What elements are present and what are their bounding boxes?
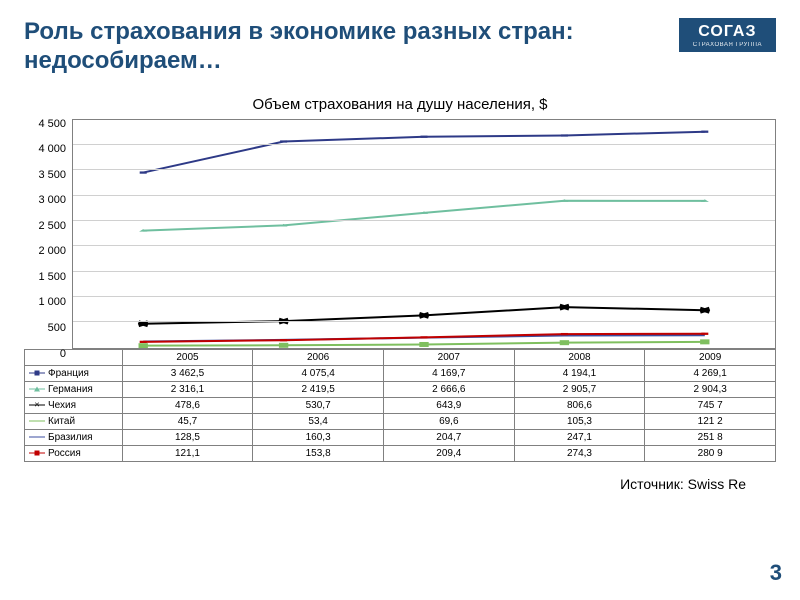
grid-line xyxy=(73,169,775,170)
table-cell: 2 316,1 xyxy=(122,381,253,397)
table-row: Бразилия 128,5160,3204,7247,1251 8 xyxy=(25,429,776,445)
x-tick-label: 2008 xyxy=(514,349,645,365)
grid-line xyxy=(73,144,775,145)
table-cell: 105,3 xyxy=(514,413,645,429)
table-corner xyxy=(25,349,123,365)
table-cell: 121 2 xyxy=(645,413,776,429)
series-label: Германия xyxy=(25,381,123,397)
legend-marker-icon xyxy=(29,369,45,377)
series-name: Франция xyxy=(48,368,89,379)
chart-plot xyxy=(72,119,776,349)
series-marker xyxy=(700,308,709,311)
series-name: Германия xyxy=(48,384,93,395)
legend-marker-icon xyxy=(29,385,45,393)
table-cell: 280 9 xyxy=(645,445,776,461)
table-row: Китай 45,753,469,6105,3121 2 xyxy=(25,413,776,429)
series-name: Чехия xyxy=(48,400,76,411)
x-tick-label: 2006 xyxy=(253,349,384,365)
legend-marker-icon xyxy=(29,449,45,457)
table-cell: 478,6 xyxy=(122,397,253,413)
grid-line xyxy=(73,296,775,297)
table-cell: 2 904,3 xyxy=(645,381,776,397)
x-tick-label: 2005 xyxy=(122,349,253,365)
table-cell: 247,1 xyxy=(514,429,645,445)
table-cell: 53,4 xyxy=(253,413,384,429)
legend-marker-icon: × xyxy=(29,401,45,409)
data-table: 20052006200720082009 Франция 3 462,54 075,… xyxy=(24,349,776,462)
grid-line xyxy=(73,321,775,322)
series-label: Франция xyxy=(25,365,123,381)
series-marker xyxy=(701,130,708,132)
logo-subtext: СТРАХОВАЯ ГРУППА xyxy=(693,42,762,48)
series-name: Бразилия xyxy=(48,432,93,443)
series-label: Россия xyxy=(25,445,123,461)
page-title: Роль страхования в экономике разных стра… xyxy=(24,18,584,76)
series-marker xyxy=(139,322,148,325)
series-marker xyxy=(560,305,569,308)
table-row: ×Чехия478,6530,7643,9806,6745 7 xyxy=(25,397,776,413)
series-name: Китай xyxy=(48,416,75,427)
grid-line xyxy=(73,271,775,272)
series-marker xyxy=(280,339,287,341)
chart-svg xyxy=(73,120,775,348)
legend-marker-icon xyxy=(29,417,45,425)
table-cell: 3 462,5 xyxy=(122,365,253,381)
table-cell: 4 194,1 xyxy=(514,365,645,381)
table-cell: 251 8 xyxy=(645,429,776,445)
table-cell: 806,6 xyxy=(514,397,645,413)
chart-title: Объем страхования на душу населения, $ xyxy=(24,96,776,113)
page-number: 3 xyxy=(770,560,782,586)
table-cell: 2 905,7 xyxy=(514,381,645,397)
table-cell: 128,5 xyxy=(122,429,253,445)
grid-line xyxy=(73,220,775,221)
series-marker xyxy=(420,336,427,338)
source-text: Источник: Swiss Re xyxy=(24,476,776,492)
series-label: Бразилия xyxy=(25,429,123,445)
table-row: Германия 2 316,12 419,52 666,62 905,72 90… xyxy=(25,381,776,397)
table-cell: 4 269,1 xyxy=(645,365,776,381)
series-line xyxy=(143,200,705,230)
series-marker xyxy=(561,134,568,136)
chart-container: Объем страхования на душу населения, $ 0… xyxy=(24,96,776,462)
legend-marker-icon xyxy=(29,433,45,441)
table-cell: 530,7 xyxy=(253,397,384,413)
series-marker xyxy=(140,171,147,173)
x-tick-label: 2009 xyxy=(645,349,776,365)
table-cell: 45,7 xyxy=(122,413,253,429)
series-marker xyxy=(701,332,708,334)
x-tick-label: 2007 xyxy=(383,349,514,365)
table-cell: 121,1 xyxy=(122,445,253,461)
table-cell: 745 7 xyxy=(645,397,776,413)
table-cell: 160,3 xyxy=(253,429,384,445)
series-marker xyxy=(561,333,568,335)
series-marker xyxy=(419,313,428,316)
logo: СОГАЗ СТРАХОВАЯ ГРУППА xyxy=(679,18,776,52)
series-label: Китай xyxy=(25,413,123,429)
table-cell: 153,8 xyxy=(253,445,384,461)
table-cell: 2 419,5 xyxy=(253,381,384,397)
grid-line xyxy=(73,245,775,246)
table-cell: 2 666,6 xyxy=(383,381,514,397)
table-cell: 274,3 xyxy=(514,445,645,461)
logo-text: СОГАЗ xyxy=(693,24,762,40)
table-cell: 4 075,4 xyxy=(253,365,384,381)
series-name: Россия xyxy=(48,448,81,459)
table-cell: 4 169,7 xyxy=(383,365,514,381)
table-cell: 69,6 xyxy=(383,413,514,429)
series-marker xyxy=(280,140,287,142)
y-axis: 05001 0001 5002 0002 5003 0003 5004 0004… xyxy=(24,119,72,349)
series-label: ×Чехия xyxy=(25,397,123,413)
table-cell: 204,7 xyxy=(383,429,514,445)
series-marker xyxy=(140,340,147,342)
table-row: Франция 3 462,54 075,44 169,74 194,14 269… xyxy=(25,365,776,381)
table-row: Россия 121,1153,8209,4274,3280 9 xyxy=(25,445,776,461)
table-cell: 643,9 xyxy=(383,397,514,413)
table-cell: 209,4 xyxy=(383,445,514,461)
grid-line xyxy=(73,195,775,196)
series-marker xyxy=(420,135,427,137)
